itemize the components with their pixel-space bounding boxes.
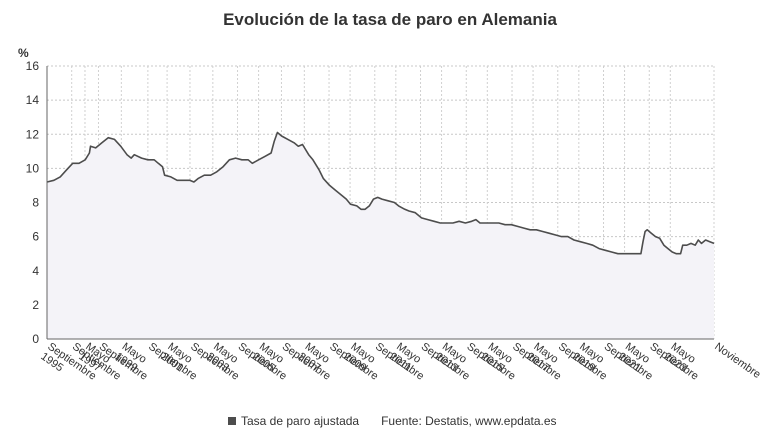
series-line — [46, 131, 715, 255]
x-tick-label: Mayo2013 — [433, 341, 469, 376]
y-tick-label: 0 — [32, 332, 39, 346]
x-tick-label-part: Noviembre — [712, 341, 762, 381]
area-layer — [46, 131, 715, 339]
y-tick-label: 16 — [26, 59, 40, 73]
legend-swatch — [228, 417, 236, 425]
y-tick-label: 10 — [26, 161, 40, 175]
series-area — [47, 132, 714, 339]
y-tick-labels: 0 2 4 6 8 10 12 14 16 — [26, 59, 40, 346]
y-tick-label: 6 — [32, 230, 39, 244]
y-tick-label: 2 — [32, 298, 39, 312]
y-tick-label: 12 — [26, 127, 40, 141]
y-axis-label: % — [18, 46, 29, 60]
axes — [46, 66, 714, 340]
legend: Tasa de paro ajustada Fuente: Destatis, … — [228, 414, 557, 428]
y-tick-label: 4 — [32, 264, 39, 278]
chart-title: Evolución de la tasa de paro en Alemania — [223, 10, 557, 29]
y-tick-label: 14 — [26, 93, 40, 107]
legend-label: Tasa de paro ajustada — [241, 414, 360, 428]
source-text: Fuente: Destatis, www.epdata.es — [381, 414, 557, 428]
y-tick-label: 8 — [32, 196, 39, 210]
x-tick-label: Noviembre — [712, 341, 762, 381]
x-tick-labels: Septiembre1995 SeptiembreMayo1997Septiemb… — [38, 341, 762, 383]
